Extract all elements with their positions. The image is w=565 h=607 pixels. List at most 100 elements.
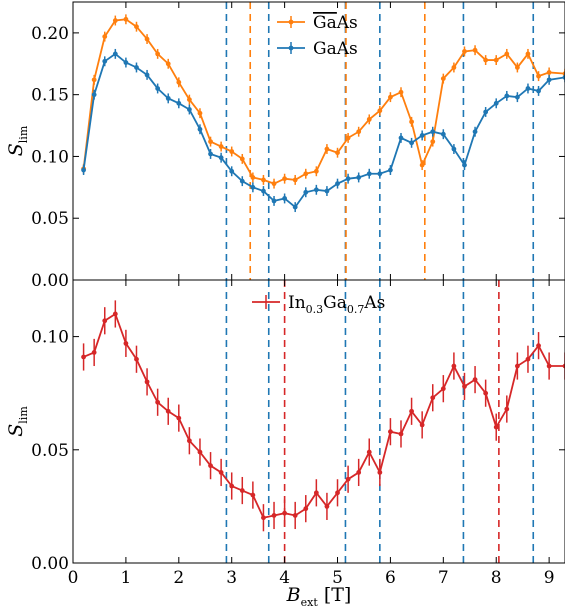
data-point <box>134 356 139 362</box>
data-point <box>261 515 266 521</box>
data-point <box>388 94 393 100</box>
data-point <box>483 390 489 396</box>
data-point <box>144 72 150 78</box>
data-point <box>271 181 277 187</box>
data-point <box>345 135 351 141</box>
data-point <box>155 86 161 91</box>
data-point <box>292 177 298 183</box>
legend-top: GaAs GaAs <box>277 12 358 59</box>
data-point <box>493 57 499 63</box>
data-point <box>409 408 414 414</box>
data-point <box>229 483 235 489</box>
data-point <box>398 135 404 141</box>
x-tick-label: 9 <box>544 568 555 588</box>
data-point <box>123 16 129 22</box>
data-point <box>81 167 86 173</box>
x-tick-label: 5 <box>332 568 343 588</box>
data-point <box>271 513 277 518</box>
data-point <box>282 196 288 201</box>
data-point <box>229 168 235 174</box>
data-point <box>218 155 224 161</box>
data-point <box>208 139 213 145</box>
data-point <box>525 356 531 362</box>
data-point <box>440 386 446 392</box>
data-point <box>102 34 108 39</box>
data-point <box>186 438 192 444</box>
top-panel: 0.00 0.05 0.10 0.15 0.20 Slim GaAs GaAs <box>5 1 565 291</box>
data-point <box>112 51 118 57</box>
legend-label: GaAs <box>313 39 358 59</box>
data-point <box>504 51 510 57</box>
data-point <box>324 188 330 194</box>
data-point <box>398 89 404 95</box>
data-point <box>504 406 510 412</box>
series-1-0 <box>81 300 565 532</box>
data-point <box>123 340 129 346</box>
data-point <box>451 65 457 70</box>
data-point <box>335 181 340 187</box>
data-point <box>292 513 298 518</box>
data-point <box>176 415 182 421</box>
data-point <box>123 60 129 65</box>
data-point <box>525 51 531 57</box>
data-point <box>536 343 541 349</box>
data-point <box>356 470 362 475</box>
series-line <box>82 18 565 185</box>
data-point <box>261 188 266 194</box>
data-point <box>303 171 309 177</box>
data-point <box>430 395 436 401</box>
data-point <box>134 24 139 30</box>
y-axis-title: Slim <box>5 406 30 437</box>
data-point <box>165 61 171 67</box>
data-point <box>409 119 414 125</box>
y-tick-label: 0.20 <box>31 24 69 44</box>
data-point <box>208 151 213 157</box>
legend-label: GaAs <box>313 13 358 33</box>
data-point <box>546 77 552 83</box>
data-point <box>282 510 288 516</box>
data-point <box>102 58 108 64</box>
data-point <box>282 176 288 182</box>
data-point <box>514 363 520 369</box>
data-point <box>261 177 266 183</box>
data-point <box>218 470 224 475</box>
data-point <box>398 431 404 437</box>
data-point <box>102 318 108 324</box>
x-tick-label: 1 <box>120 568 131 588</box>
data-point <box>186 97 192 103</box>
data-point <box>514 94 520 100</box>
data-point <box>91 77 97 83</box>
x-tick-label: 6 <box>385 568 396 588</box>
data-point <box>335 150 340 156</box>
y-tick-label: 0.10 <box>31 328 69 348</box>
data-point <box>356 129 362 135</box>
data-point <box>144 379 150 385</box>
data-point <box>377 470 383 475</box>
series-0-0 <box>81 14 565 189</box>
x-tick-label: 0 <box>68 568 79 588</box>
x-tick-label: 7 <box>438 568 449 588</box>
data-point <box>165 95 171 101</box>
data-point <box>525 86 531 91</box>
data-point <box>313 187 319 193</box>
data-point <box>483 109 489 115</box>
data-point <box>472 129 478 135</box>
data-point <box>229 149 235 154</box>
data-point <box>271 198 277 204</box>
data-point <box>303 189 309 195</box>
data-point <box>292 204 298 210</box>
data-point <box>472 377 478 383</box>
data-point <box>197 110 203 116</box>
data-point <box>239 156 245 162</box>
x-tick-label: 8 <box>491 568 502 588</box>
data-point <box>313 490 319 496</box>
data-point <box>208 463 213 469</box>
data-point <box>493 424 499 430</box>
data-point <box>504 93 510 99</box>
data-point <box>462 49 467 54</box>
data-point <box>419 162 425 168</box>
data-point <box>112 18 118 23</box>
y-tick-label: 0.00 <box>31 271 69 291</box>
data-point <box>91 350 97 355</box>
data-point <box>419 422 425 428</box>
